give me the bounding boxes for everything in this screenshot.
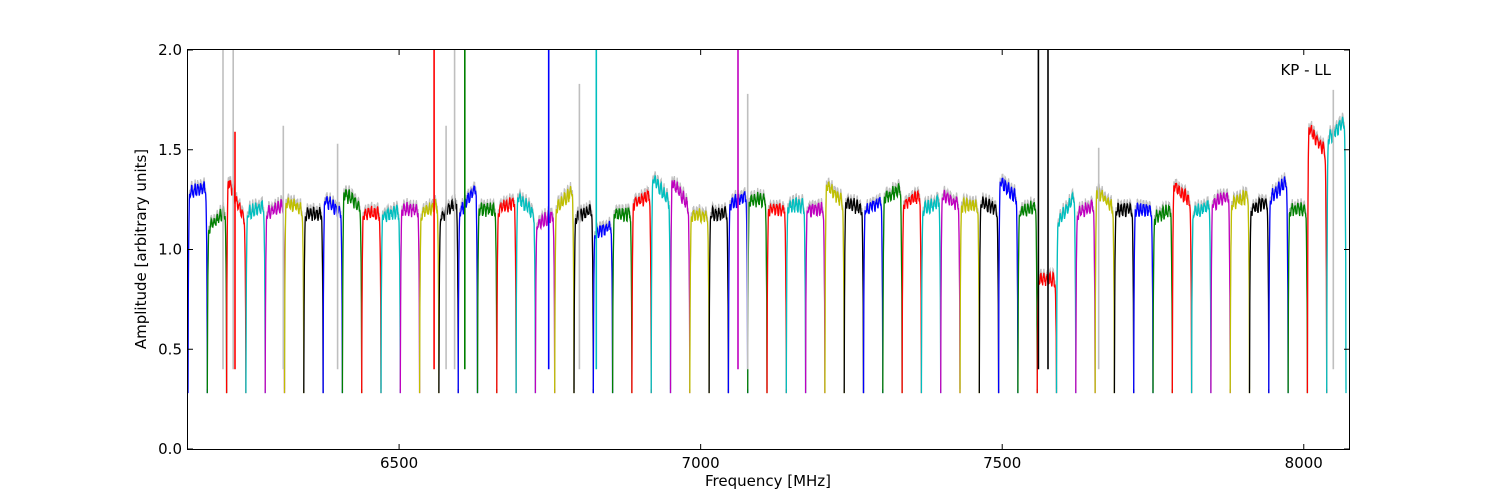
background-trace-24 — [650, 170, 672, 390]
channel-trace-37 — [901, 189, 923, 394]
channel-trace-16 — [496, 197, 517, 394]
channel-trace-49 — [1133, 202, 1154, 394]
x-axis-label: Frequency [MHz] — [705, 472, 831, 490]
x-tick-label: 6500 — [380, 454, 418, 472]
background-trace-59 — [1326, 112, 1347, 390]
channel-trace-7 — [322, 196, 344, 394]
channel-trace-32 — [804, 201, 826, 394]
channel-trace-6 — [303, 206, 324, 394]
series-layer — [187, 50, 1347, 394]
y-axis-label: Amplitude [arbitrary units] — [132, 149, 150, 349]
channel-trace-5 — [283, 197, 305, 394]
x-tick-label: 7500 — [983, 454, 1021, 472]
channel-trace-43 — [1017, 200, 1038, 394]
background-trace-58 — [1306, 120, 1328, 390]
channel-trace-10 — [380, 204, 401, 394]
channel-trace-58 — [1306, 124, 1328, 394]
y-tick-label: 1.0 — [158, 241, 182, 259]
y-tick-label: 1.5 — [158, 141, 182, 159]
channel-trace-53 — [1210, 192, 1231, 394]
channel-trace-51 — [1171, 182, 1193, 394]
channel-trace-11 — [399, 201, 421, 394]
channel-trace-30 — [766, 202, 787, 394]
channel-trace-27 — [708, 204, 730, 394]
channel-trace-19 — [554, 185, 575, 394]
chart-annotation: KP - LL — [1280, 61, 1331, 79]
x-tick-label: 8000 — [1285, 454, 1323, 472]
channel-trace-25 — [669, 179, 691, 394]
channel-trace-55 — [1248, 196, 1270, 394]
channel-trace-45 — [1055, 191, 1077, 394]
channel-trace-36 — [882, 183, 903, 394]
channel-trace-18 — [534, 210, 556, 394]
channel-trace-24 — [650, 174, 672, 394]
channel-trace-23 — [631, 188, 652, 394]
background-trace-44 — [1036, 266, 1058, 390]
background-trace-31 — [785, 193, 807, 390]
channel-trace-41 — [978, 196, 1000, 394]
channel-trace-46 — [1075, 198, 1096, 394]
background-trace-53 — [1210, 188, 1231, 390]
channel-trace-9 — [361, 205, 382, 394]
background-trace-2 — [226, 176, 247, 390]
background-trace-57 — [1287, 198, 1308, 390]
background-trace-22 — [612, 202, 633, 390]
channel-trace-0 — [187, 181, 208, 394]
background-trace-16 — [496, 193, 517, 390]
channel-trace-39 — [940, 189, 961, 394]
background-trace-9 — [361, 201, 382, 390]
channel-trace-48 — [1113, 201, 1135, 394]
channel-trace-26 — [689, 208, 710, 394]
background-trace-34 — [843, 192, 865, 390]
channel-trace-33 — [824, 181, 845, 394]
channel-trace-42 — [997, 177, 1019, 394]
plot-frame — [187, 49, 1350, 450]
channel-trace-59 — [1326, 116, 1347, 394]
channel-trace-56 — [1268, 176, 1289, 394]
y-tick-label: 2.0 — [158, 41, 182, 59]
background-trace-32 — [805, 197, 826, 390]
background-trace-51 — [1171, 178, 1193, 390]
ticks-layer: 6500 7000 7500 8000 0.0 0.5 1.0 1.5 2.0 — [158, 41, 1349, 472]
channel-trace-14 — [457, 185, 479, 394]
channel-trace-40 — [959, 195, 980, 394]
y-tick-label: 0.0 — [158, 440, 182, 458]
background-trace-30 — [766, 198, 787, 390]
background-trace-8 — [341, 184, 363, 390]
channel-trace-2 — [225, 180, 247, 394]
channel-trace-50 — [1152, 203, 1173, 394]
channel-trace-34 — [843, 196, 865, 394]
background-trace-23 — [631, 184, 652, 390]
channel-trace-44 — [1036, 270, 1058, 394]
channel-trace-31 — [785, 196, 807, 394]
y-tick-label: 0.5 — [158, 340, 182, 358]
channel-trace-20 — [573, 203, 594, 394]
channel-trace-38 — [920, 193, 942, 394]
channel-trace-54 — [1229, 189, 1251, 394]
background-trace-5 — [283, 193, 305, 390]
background-trace-26 — [689, 204, 710, 390]
channel-trace-35 — [862, 196, 884, 394]
channel-trace-4 — [264, 198, 286, 394]
background-trace-10 — [380, 200, 401, 390]
channel-trace-15 — [476, 201, 498, 394]
background-trace-25 — [669, 175, 691, 390]
x-tick-label: 7000 — [682, 454, 720, 472]
channel-trace-8 — [341, 188, 363, 394]
channel-trace-29 — [747, 191, 768, 394]
channel-trace-3 — [245, 199, 266, 394]
channel-trace-22 — [611, 206, 633, 394]
channel-trace-57 — [1287, 202, 1309, 394]
channel-trace-52 — [1190, 199, 1212, 394]
channel-trace-12 — [418, 199, 440, 394]
channel-trace-17 — [515, 191, 537, 394]
